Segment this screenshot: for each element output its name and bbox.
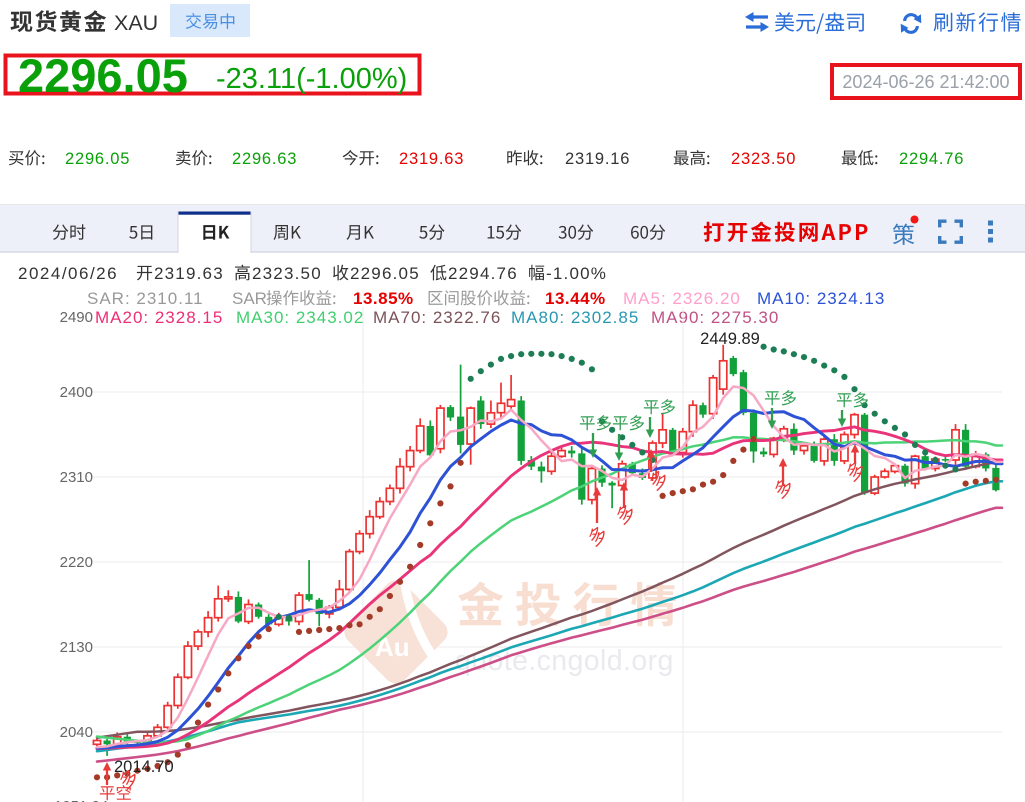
svg-text:-1.00%: -1.00% bbox=[546, 264, 607, 283]
svg-text:13.44%: 13.44% bbox=[545, 289, 606, 308]
svg-text:2323.50: 2323.50 bbox=[252, 264, 322, 283]
svg-text:2024/06/26: 2024/06/26 bbox=[18, 264, 118, 283]
svg-text:Au: Au bbox=[375, 632, 410, 662]
svg-text:MA70: 2322.76: MA70: 2322.76 bbox=[373, 308, 501, 327]
svg-text:SAR: SAR bbox=[232, 289, 267, 308]
svg-text:2024-06-26 21:42:00: 2024-06-26 21:42:00 bbox=[842, 72, 1009, 92]
svg-text:2296.05: 2296.05 bbox=[18, 49, 188, 102]
svg-text:2319.16: 2319.16 bbox=[565, 150, 630, 168]
svg-text:2296.63: 2296.63 bbox=[232, 150, 297, 168]
svg-text:SAR: 2310.11: SAR: 2310.11 bbox=[87, 289, 204, 308]
svg-text:2294.76: 2294.76 bbox=[899, 150, 964, 168]
svg-text:2130: 2130 bbox=[60, 639, 93, 656]
svg-text:MA20: 2328.15: MA20: 2328.15 bbox=[95, 308, 223, 327]
svg-text:2400: 2400 bbox=[60, 384, 93, 401]
svg-text:MA30: 2343.02: MA30: 2343.02 bbox=[236, 308, 364, 327]
svg-text:2220: 2220 bbox=[60, 554, 93, 571]
svg-text:13.85%: 13.85% bbox=[353, 289, 414, 308]
svg-text:2319.63: 2319.63 bbox=[399, 150, 464, 168]
svg-text:1951.24: 1951.24 bbox=[54, 798, 108, 802]
svg-text:2296.05: 2296.05 bbox=[350, 264, 420, 283]
svg-text:quote.cngold.org: quote.cngold.org bbox=[455, 645, 674, 677]
svg-text:-23.11(-1.00%): -23.11(-1.00%) bbox=[216, 63, 407, 95]
svg-text:2310: 2310 bbox=[60, 469, 93, 486]
svg-text:MA10: 2324.13: MA10: 2324.13 bbox=[757, 289, 885, 308]
svg-text:MA90: 2275.30: MA90: 2275.30 bbox=[651, 308, 779, 327]
svg-text:MA80: 2302.85: MA80: 2302.85 bbox=[511, 308, 639, 327]
svg-text:XAU: XAU bbox=[114, 11, 158, 35]
svg-text:2490: 2490 bbox=[60, 309, 93, 326]
svg-text:MA5: 2326.20: MA5: 2326.20 bbox=[623, 289, 741, 308]
svg-text:2319.63: 2319.63 bbox=[154, 264, 224, 283]
svg-text:2449.89: 2449.89 bbox=[700, 330, 760, 348]
svg-text:2040: 2040 bbox=[60, 724, 93, 741]
svg-text:2296.05: 2296.05 bbox=[65, 150, 130, 168]
svg-text:2323.50: 2323.50 bbox=[731, 150, 796, 168]
svg-text:2294.76: 2294.76 bbox=[448, 264, 518, 283]
